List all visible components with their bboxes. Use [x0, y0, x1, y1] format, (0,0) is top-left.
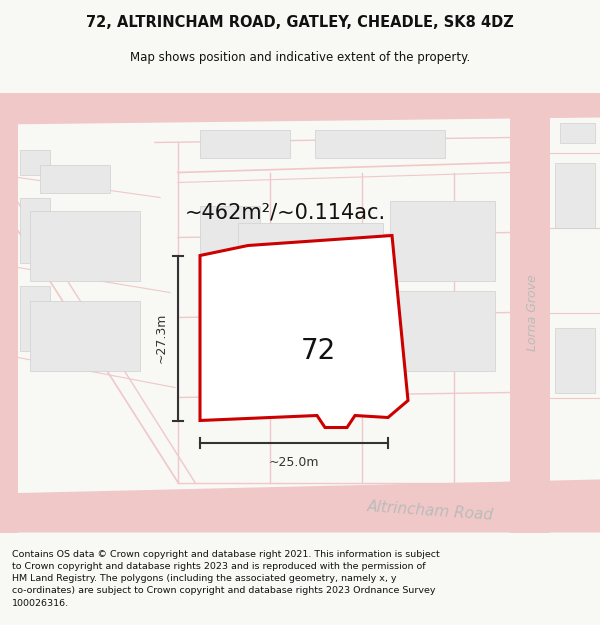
Polygon shape: [0, 92, 600, 124]
Polygon shape: [510, 92, 550, 532]
Bar: [30, 301, 140, 371]
Bar: [238, 222, 383, 358]
Bar: [20, 149, 50, 174]
Polygon shape: [200, 236, 408, 428]
Bar: [40, 164, 110, 192]
Bar: [390, 291, 495, 371]
Text: 72, ALTRINCHAM ROAD, GATLEY, CHEADLE, SK8 4DZ: 72, ALTRINCHAM ROAD, GATLEY, CHEADLE, SK…: [86, 16, 514, 31]
Polygon shape: [0, 481, 600, 532]
Bar: [555, 162, 595, 228]
Text: Altrincham Road: Altrincham Road: [366, 499, 494, 522]
Bar: [555, 328, 595, 392]
Bar: [560, 122, 595, 142]
Text: Contains OS data © Crown copyright and database right 2021. This information is : Contains OS data © Crown copyright and d…: [12, 550, 440, 608]
Bar: [390, 201, 495, 281]
Polygon shape: [0, 92, 18, 532]
Bar: [20, 286, 50, 351]
Bar: [200, 296, 260, 371]
Text: 72: 72: [301, 337, 335, 365]
Bar: [30, 211, 140, 281]
Text: Map shows position and indicative extent of the property.: Map shows position and indicative extent…: [130, 51, 470, 64]
Text: ~27.3m: ~27.3m: [155, 313, 168, 363]
Text: ~25.0m: ~25.0m: [269, 456, 319, 469]
Text: ~462m²/~0.114ac.: ~462m²/~0.114ac.: [184, 202, 386, 222]
Text: Lorna Grove: Lorna Grove: [526, 274, 539, 351]
Bar: [200, 206, 260, 281]
Bar: [315, 129, 445, 158]
Bar: [200, 129, 290, 158]
Bar: [20, 198, 50, 262]
